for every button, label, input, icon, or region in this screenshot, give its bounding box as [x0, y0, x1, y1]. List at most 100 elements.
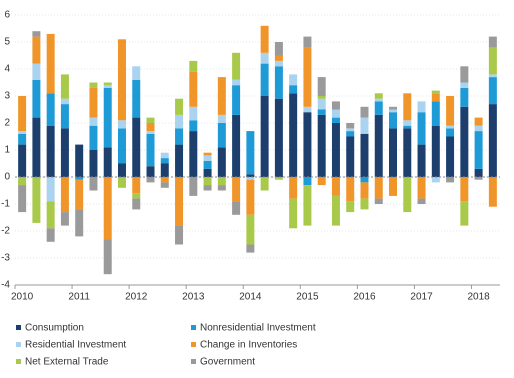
bar-segment — [331, 117, 340, 123]
bar-segment — [360, 182, 369, 199]
bar-segment — [317, 77, 326, 96]
bar-segment — [189, 71, 198, 107]
y-tick-label: -1 — [1, 199, 10, 210]
legend-swatch — [16, 359, 21, 364]
bar-segment — [117, 128, 126, 164]
bar-segment — [246, 244, 255, 253]
bar-segment — [46, 125, 55, 177]
bar-segment — [46, 201, 55, 229]
bar-segment — [360, 106, 369, 118]
bar-segment — [431, 90, 440, 94]
bar-segment — [117, 163, 126, 177]
bar-segment — [18, 131, 27, 134]
bar-segment — [146, 133, 155, 167]
bar-segment — [403, 128, 412, 177]
bar-segment — [203, 155, 212, 161]
bar-segment — [260, 63, 269, 96]
bar-segment — [474, 177, 483, 180]
bar-segment — [403, 125, 412, 129]
bar-segment — [317, 96, 326, 99]
bar-segment — [403, 120, 412, 126]
bar-segment — [417, 112, 426, 145]
bar-segment — [217, 177, 226, 186]
bar-segment — [160, 182, 169, 188]
bar-segment — [32, 117, 41, 177]
bar-segment — [160, 158, 169, 164]
y-tick-label: 6 — [4, 10, 10, 21]
bar-segment — [246, 179, 255, 215]
bar-segment — [389, 109, 398, 113]
bar-segment — [389, 112, 398, 129]
bar-segment — [160, 163, 169, 177]
bar-segment — [360, 133, 369, 177]
bar-segment — [346, 136, 355, 177]
bar-segment — [289, 177, 298, 199]
bar-segment — [117, 177, 126, 188]
bar-segment — [374, 101, 383, 115]
y-tick-label: 0 — [4, 172, 10, 183]
bar-segment — [274, 98, 283, 177]
bar-segment — [217, 114, 226, 123]
bar-segment — [217, 147, 226, 177]
bar-segment — [232, 114, 241, 177]
bar-segment — [488, 47, 497, 75]
bar-segment — [89, 87, 98, 118]
bar-segment — [374, 177, 383, 199]
bar-segment — [346, 177, 355, 202]
bar-segment — [317, 109, 326, 115]
bar-segment — [175, 177, 184, 226]
bar-segment — [217, 185, 226, 191]
bar-segment — [346, 123, 355, 129]
bar-segment — [60, 212, 69, 226]
bar-segment — [175, 225, 184, 245]
bar-segment — [431, 125, 440, 177]
bar-segment — [417, 198, 426, 204]
bar-segment — [160, 177, 169, 183]
bar-segment — [389, 128, 398, 177]
bar-segment — [374, 93, 383, 99]
bar-segment — [246, 214, 255, 245]
bar-segment — [203, 160, 212, 169]
bar-segment — [132, 193, 141, 199]
bar-segment — [474, 125, 483, 132]
bar-segment — [32, 36, 41, 64]
bar-segment — [260, 96, 269, 177]
bar-segment — [18, 133, 27, 145]
bar-segment — [374, 114, 383, 177]
bar-segment — [103, 239, 112, 275]
bar-segment — [18, 144, 27, 177]
bar-segment — [132, 198, 141, 210]
bar-segment — [274, 42, 283, 56]
bar-segment — [431, 177, 440, 183]
bar-segment — [189, 177, 198, 196]
bar-segment — [18, 177, 27, 186]
bar-segment — [474, 168, 483, 177]
bar-segment — [331, 195, 340, 226]
bar-segment — [446, 96, 455, 126]
bar-segment — [103, 177, 112, 240]
bar-segment — [488, 36, 497, 48]
bar-segment — [303, 106, 312, 113]
bar-segment — [274, 60, 283, 67]
bar-segment — [46, 177, 55, 202]
bar-segment — [446, 125, 455, 129]
bar-segment — [175, 98, 184, 115]
bar-segment — [460, 201, 469, 226]
bar-segment — [446, 136, 455, 177]
x-tick-label: 2017 — [410, 292, 433, 303]
bar-segment — [103, 82, 112, 86]
bar-segment — [89, 177, 98, 191]
bar-segment — [60, 177, 69, 213]
bar-segment — [460, 106, 469, 177]
bar-segment — [417, 101, 426, 113]
bar-segment — [289, 198, 298, 229]
bar-segment — [289, 85, 298, 94]
bar-segment — [446, 128, 455, 137]
bar-segment — [431, 101, 440, 126]
bar-segment — [18, 96, 27, 132]
x-tick-label: 2013 — [182, 292, 205, 303]
x-tick-label: 2010 — [11, 292, 34, 303]
bar-segment — [360, 177, 369, 183]
bar-segment — [189, 60, 198, 72]
bar-segment — [488, 77, 497, 105]
